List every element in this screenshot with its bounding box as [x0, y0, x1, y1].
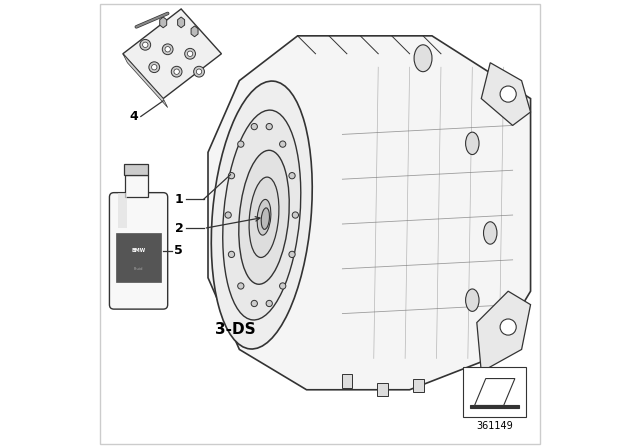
Circle shape	[172, 66, 182, 77]
Ellipse shape	[465, 289, 479, 311]
Text: 5: 5	[174, 244, 183, 258]
Circle shape	[152, 65, 157, 70]
Bar	[118, 193, 127, 228]
Polygon shape	[123, 54, 168, 108]
Circle shape	[237, 283, 244, 289]
Ellipse shape	[465, 132, 479, 155]
Polygon shape	[477, 291, 531, 372]
Circle shape	[165, 47, 170, 52]
Polygon shape	[160, 17, 166, 28]
Circle shape	[174, 69, 179, 74]
Circle shape	[251, 300, 257, 306]
Circle shape	[280, 141, 286, 147]
Ellipse shape	[484, 222, 497, 244]
Circle shape	[185, 48, 195, 59]
FancyBboxPatch shape	[109, 193, 168, 309]
Circle shape	[500, 319, 516, 335]
Circle shape	[228, 251, 235, 258]
Polygon shape	[178, 17, 184, 28]
Ellipse shape	[249, 177, 279, 258]
Bar	[125, 175, 148, 197]
Bar	[342, 374, 352, 388]
Bar	[378, 383, 388, 396]
Circle shape	[149, 62, 159, 73]
Circle shape	[251, 124, 257, 130]
Circle shape	[225, 212, 231, 218]
Circle shape	[163, 44, 173, 55]
Circle shape	[292, 212, 298, 218]
Bar	[463, 367, 526, 417]
Text: BMW: BMW	[131, 248, 146, 254]
Text: 2: 2	[175, 222, 184, 235]
Circle shape	[228, 172, 235, 179]
Circle shape	[266, 300, 273, 306]
Ellipse shape	[223, 110, 301, 320]
Text: Fluid: Fluid	[134, 267, 143, 271]
Ellipse shape	[261, 208, 269, 229]
Circle shape	[194, 66, 204, 77]
Bar	[116, 233, 161, 282]
Circle shape	[143, 42, 148, 47]
Circle shape	[289, 251, 295, 258]
Text: 4: 4	[130, 110, 139, 123]
Polygon shape	[481, 63, 531, 125]
Circle shape	[280, 283, 286, 289]
Polygon shape	[123, 9, 221, 99]
Circle shape	[237, 141, 244, 147]
Text: 361149: 361149	[476, 421, 513, 431]
Bar	[413, 379, 424, 392]
Circle shape	[500, 86, 516, 102]
Text: 1: 1	[175, 193, 184, 206]
Bar	[124, 164, 148, 175]
Ellipse shape	[414, 45, 432, 72]
Text: 3-DS: 3-DS	[215, 322, 255, 337]
Circle shape	[140, 39, 150, 50]
Ellipse shape	[239, 150, 289, 284]
Ellipse shape	[211, 81, 312, 349]
Polygon shape	[475, 379, 515, 405]
Polygon shape	[470, 405, 520, 408]
Polygon shape	[191, 26, 198, 37]
Circle shape	[188, 51, 193, 56]
Circle shape	[196, 69, 202, 74]
Circle shape	[266, 124, 273, 130]
Circle shape	[289, 172, 295, 179]
Ellipse shape	[257, 199, 271, 235]
Polygon shape	[208, 36, 531, 390]
